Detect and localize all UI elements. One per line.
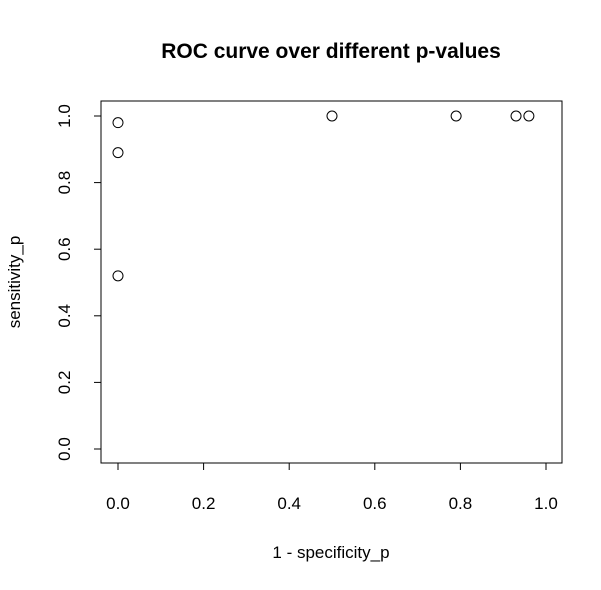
x-tick-label: 0.6 [363,494,387,513]
y-tick-label: 0.0 [55,437,74,461]
y-tick-label: 0.4 [55,304,74,328]
data-points [112,110,535,282]
y-axis-label: sensitivity_p [5,236,24,329]
y-tick-label: 0.2 [55,371,74,395]
chart-title: ROC curve over different p-values [161,40,501,63]
y-tick-label: 0.6 [55,237,74,261]
x-tick-label: 0.4 [277,494,301,513]
x-axis: 0.0 0.2 0.4 0.6 0.8 1.0 [106,462,558,513]
x-axis-label: 1 - specificity_p [272,543,389,562]
x-tick-label: 0.2 [192,494,216,513]
y-tick-label: 0.8 [55,171,74,195]
data-point [523,110,535,122]
data-point [112,270,124,282]
y-axis: 0.0 0.2 0.4 0.6 0.8 1.0 [55,104,102,461]
x-tick-label: 0.8 [449,494,473,513]
x-tick-label: 0.0 [106,494,130,513]
x-tick-label: 1.0 [534,494,558,513]
data-point [112,117,124,129]
data-point [112,147,124,159]
plot-frame [100,100,563,464]
data-point [450,110,462,122]
y-tick-label: 1.0 [55,104,74,128]
data-point [510,110,522,122]
data-point [326,110,338,122]
